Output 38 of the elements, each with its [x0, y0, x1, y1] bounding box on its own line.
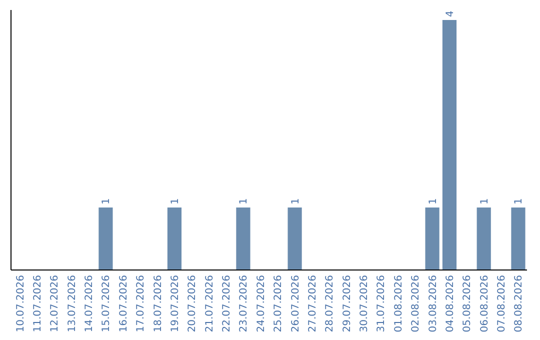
- x-tick-label: 23.07.2026: [238, 275, 250, 332]
- x-tick-label: 06.08.2026: [479, 275, 490, 332]
- x-tick-label: 28.07.2026: [324, 275, 336, 332]
- x-tick-label: 16.07.2026: [118, 275, 130, 332]
- x-tick-label: 08.08.2026: [514, 275, 525, 332]
- data-label: 1: [170, 198, 181, 204]
- x-tick-label: 31.07.2026: [376, 275, 388, 332]
- x-tick-label: 27.07.2026: [307, 275, 318, 332]
- x-tick-label: 12.07.2026: [50, 275, 61, 332]
- x-tick-label: 20.07.2026: [187, 275, 198, 332]
- x-tick-label: 05.08.2026: [462, 275, 474, 332]
- data-label: 1: [514, 198, 525, 204]
- x-tick-label: 25.07.2026: [273, 275, 284, 332]
- data-label: 1: [238, 198, 250, 204]
- x-tick-label: 04.08.2026: [444, 275, 456, 332]
- x-tick-label: 22.07.2026: [222, 275, 233, 332]
- x-tick-label: 01.08.2026: [393, 275, 404, 332]
- x-tick-label: 21.07.2026: [204, 275, 216, 332]
- x-tick-label: 13.07.2026: [66, 275, 78, 332]
- x-tick-label: 11.07.2026: [32, 275, 44, 332]
- data-label: 4: [444, 10, 456, 17]
- x-tick-label: 17.07.2026: [136, 275, 147, 332]
- data-label: 1: [290, 198, 302, 204]
- data-label: 1: [101, 198, 112, 204]
- x-tick-label: 02.08.2026: [410, 275, 422, 332]
- x-tick-label: 26.07.2026: [290, 275, 302, 332]
- x-tick-label: 18.07.2026: [152, 275, 164, 332]
- x-tick-label: 30.07.2026: [359, 275, 370, 332]
- x-tick-label: 24.07.2026: [256, 275, 267, 332]
- x-tick-label: 10.07.2026: [15, 275, 26, 332]
- data-label: 1: [428, 198, 439, 204]
- x-tick-label: 29.07.2026: [342, 275, 353, 332]
- x-tick-label: 03.08.2026: [428, 275, 439, 332]
- x-tick-label: 07.08.2026: [496, 275, 508, 332]
- x-tick-label: 14.07.2026: [84, 275, 96, 332]
- data-label: 1: [479, 198, 490, 204]
- x-tick-label: 15.07.2026: [101, 275, 112, 332]
- x-tick-label: 19.07.2026: [170, 275, 181, 332]
